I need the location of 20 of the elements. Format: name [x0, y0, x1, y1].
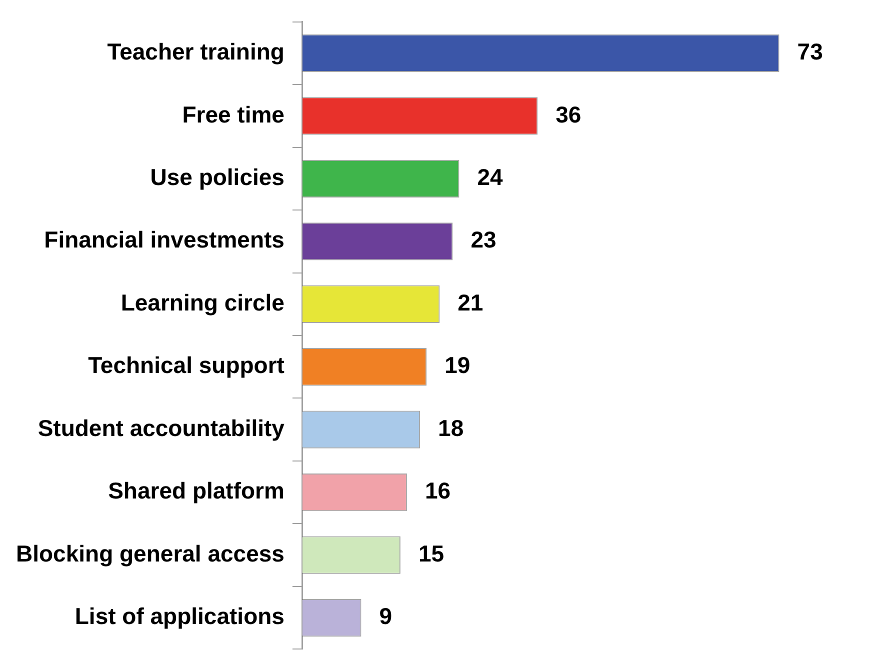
y-tick-label: Blocking general access — [16, 540, 284, 566]
y-tick-label: Shared platform — [108, 478, 284, 504]
data-label: 16 — [424, 478, 451, 504]
y-tick-label: Financial investments — [44, 226, 284, 253]
y-tick-label: Learning circle — [120, 289, 284, 316]
y-tick-label: List of applications — [74, 603, 284, 630]
data-label: 24 — [477, 164, 504, 190]
y-tick-label: Technical support — [88, 352, 285, 378]
y-tick-label: Free time — [182, 101, 284, 128]
y-tick-label: Teacher training — [107, 38, 284, 65]
data-label: 23 — [470, 226, 496, 253]
data-label: 21 — [458, 289, 484, 316]
data-label: 15 — [418, 540, 444, 566]
y-tick-label: Use policies — [150, 164, 284, 190]
data-label: 18 — [438, 414, 464, 441]
data-label: 9 — [379, 603, 392, 630]
y-tick-label: Student accountability — [38, 414, 285, 441]
data-label: 36 — [556, 101, 582, 128]
data-label: 73 — [797, 38, 823, 65]
data-label: 19 — [444, 352, 470, 378]
